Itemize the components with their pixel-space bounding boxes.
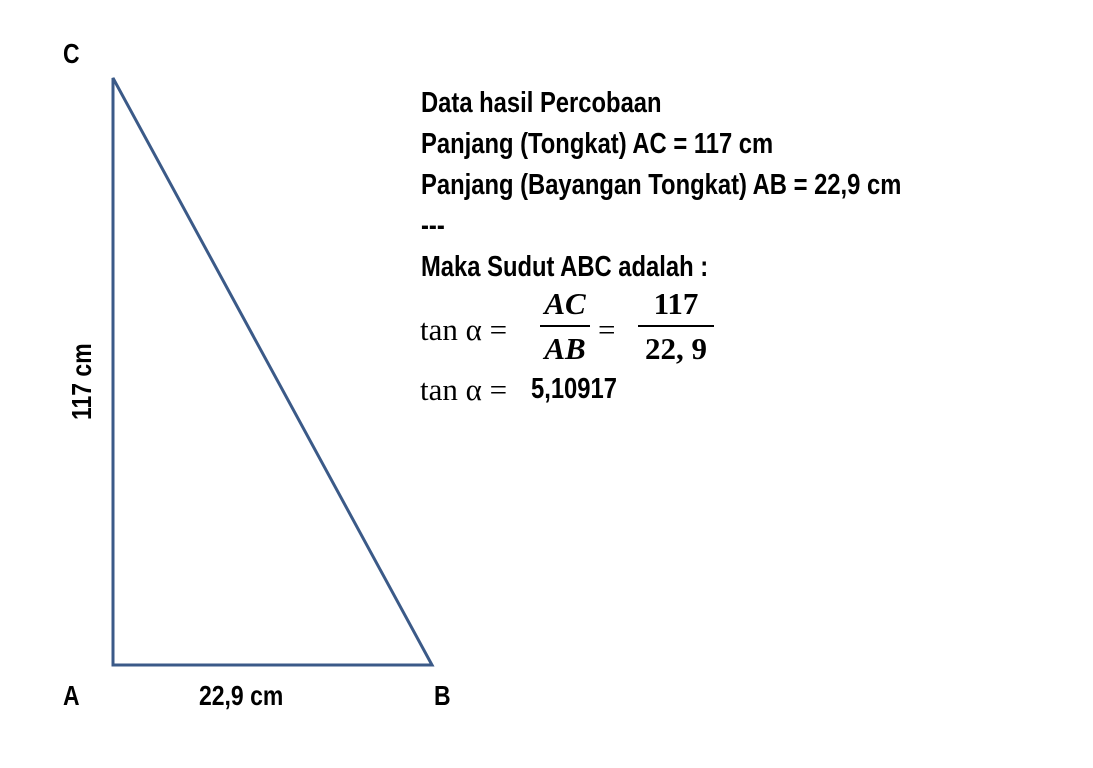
text-separator: ---: [421, 210, 445, 242]
formula1-eq: =: [598, 312, 616, 347]
formula2-lhs: tan α =: [420, 372, 508, 407]
fraction-bar: [540, 325, 590, 327]
text-question: Maka Sudut ABC adalah :: [421, 251, 709, 283]
side-ab-label: 22,9 cm: [199, 680, 284, 711]
triangle-abc: [111, 77, 435, 667]
fraction-ac-ab: AC AB: [540, 288, 590, 364]
text-ac: Panjang (Tongkat) AC = 117 cm: [421, 128, 774, 160]
fraction-numerator: AC: [544, 286, 586, 321]
formula2-value: 5,10917: [531, 373, 617, 405]
fraction-bar: [638, 325, 714, 327]
vertex-a-label: A: [63, 680, 80, 711]
fraction-117-229: 117 22, 9: [638, 288, 714, 364]
formula1-lhs: tan α =: [420, 312, 508, 347]
text-title: Data hasil Percobaan: [421, 87, 662, 119]
fraction-denominator: 22, 9: [645, 331, 707, 366]
fraction-denominator: AB: [544, 331, 586, 366]
vertex-b-label: B: [434, 680, 451, 711]
side-ac-label: 117 cm: [66, 343, 97, 420]
text-ab: Panjang (Bayangan Tongkat) AB = 22,9 cm: [421, 169, 902, 201]
vertex-c-label: C: [63, 38, 80, 69]
fraction-numerator: 117: [653, 286, 699, 321]
